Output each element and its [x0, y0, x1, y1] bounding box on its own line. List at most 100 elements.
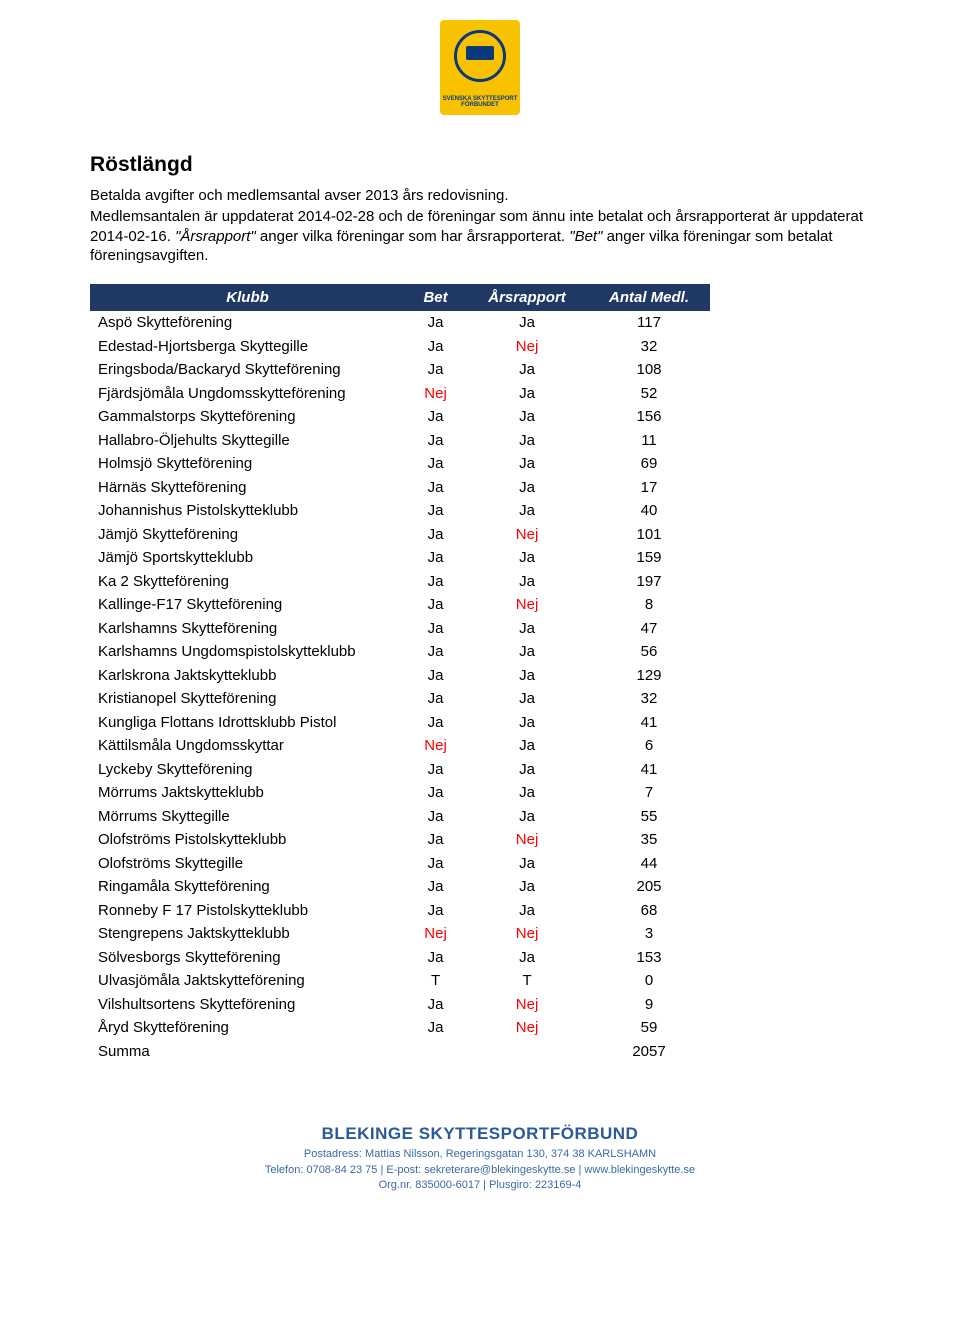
cell-bet: Ja — [405, 617, 466, 641]
cell-arsrapport: Ja — [466, 476, 588, 500]
cell-arsrapport: T — [466, 969, 588, 993]
footer-line: Postadress: Mattias Nilsson, Regeringsga… — [90, 1147, 870, 1161]
intro-block: Betalda avgifter och medlemsantal avser … — [90, 186, 870, 266]
table-row: Jämjö SportskytteklubbJaJa159 — [90, 546, 710, 570]
cell-bet: Ja — [405, 993, 466, 1017]
cell-arsrapport: Ja — [466, 452, 588, 476]
cell-bet: Ja — [405, 311, 466, 335]
page-title: Röstlängd — [90, 151, 870, 178]
cell-arsrapport: Nej — [466, 1016, 588, 1040]
table-row: Kungliga Flottans Idrottsklubb PistolJaJ… — [90, 711, 710, 735]
cell-antal: 35 — [588, 828, 710, 852]
cell-klubb: Olofströms Skyttegille — [90, 852, 405, 876]
cell-klubb: Ringamåla Skytteförening — [90, 875, 405, 899]
cell-klubb: Karlshamns Ungdomspistolskytteklubb — [90, 640, 405, 664]
cell-bet: Nej — [405, 734, 466, 758]
table-row: Ulvasjömåla JaktskytteföreningTT0 — [90, 969, 710, 993]
sum-label: Summa — [90, 1040, 405, 1064]
table-row: Holmsjö SkytteföreningJaJa69 — [90, 452, 710, 476]
cell-bet: Ja — [405, 570, 466, 594]
table-row: Mörrums JaktskytteklubbJaJa7 — [90, 781, 710, 805]
cell-bet: Ja — [405, 875, 466, 899]
cell-antal: 205 — [588, 875, 710, 899]
table-row: Vilshultsortens SkytteföreningJaNej9 — [90, 993, 710, 1017]
cell-antal: 47 — [588, 617, 710, 641]
cell-antal: 44 — [588, 852, 710, 876]
table-sum-row: Summa2057 — [90, 1040, 710, 1064]
cell-bet: Ja — [405, 758, 466, 782]
table-row: Kättilsmåla UngdomsskyttarNejJa6 — [90, 734, 710, 758]
cell-klubb: Karlskrona Jaktskytteklubb — [90, 664, 405, 688]
table-row: Karlshamns SkytteföreningJaJa47 — [90, 617, 710, 641]
cell-antal: 17 — [588, 476, 710, 500]
cell-klubb: Vilshultsortens Skytteförening — [90, 993, 405, 1017]
cell-klubb: Kungliga Flottans Idrottsklubb Pistol — [90, 711, 405, 735]
cell-klubb: Kättilsmåla Ungdomsskyttar — [90, 734, 405, 758]
cell-klubb: Fjärdsjömåla Ungdomsskytteförening — [90, 382, 405, 406]
cell-klubb: Åryd Skytteförening — [90, 1016, 405, 1040]
table-row: Lyckeby SkytteföreningJaJa41 — [90, 758, 710, 782]
cell-klubb: Hallabro-Öljehults Skyttegille — [90, 429, 405, 453]
cell-bet: Ja — [405, 476, 466, 500]
cell-arsrapport: Ja — [466, 711, 588, 735]
cell-antal: 7 — [588, 781, 710, 805]
cell-arsrapport: Ja — [466, 546, 588, 570]
table-row: Stengrepens JaktskytteklubbNejNej3 — [90, 922, 710, 946]
page-footer: BLEKINGE SKYTTESPORTFÖRBUND Postadress: … — [90, 1123, 870, 1192]
table-row: Härnäs SkytteföreningJaJa17 — [90, 476, 710, 500]
cell-antal: 153 — [588, 946, 710, 970]
cell-klubb: Lyckeby Skytteförening — [90, 758, 405, 782]
cell-bet: Ja — [405, 687, 466, 711]
cell-arsrapport: Nej — [466, 828, 588, 852]
cell-bet: Ja — [405, 335, 466, 359]
cell-arsrapport: Ja — [466, 664, 588, 688]
sum-empty — [405, 1040, 466, 1064]
cell-antal: 11 — [588, 429, 710, 453]
logo-badge: SVENSKA SKYTTESPORT FÖRBUNDET — [440, 20, 520, 115]
footer-brand: BLEKINGE SKYTTESPORTFÖRBUND — [90, 1123, 870, 1145]
cell-klubb: Eringsboda/Backaryd Skytteförening — [90, 358, 405, 382]
col-arsrapport: Årsrapport — [466, 284, 588, 312]
cell-antal: 108 — [588, 358, 710, 382]
cell-arsrapport: Ja — [466, 781, 588, 805]
cell-antal: 197 — [588, 570, 710, 594]
cell-antal: 52 — [588, 382, 710, 406]
table-row: Åryd SkytteföreningJaNej59 — [90, 1016, 710, 1040]
cell-antal: 3 — [588, 922, 710, 946]
cell-bet: Ja — [405, 499, 466, 523]
table-row: Kristianopel SkytteföreningJaJa32 — [90, 687, 710, 711]
table-row: Hallabro-Öljehults SkyttegilleJaJa11 — [90, 429, 710, 453]
cell-arsrapport: Ja — [466, 429, 588, 453]
footer-line: Org.nr. 835000-6017 | Plusgiro: 223169-4 — [90, 1178, 870, 1192]
logo-text: SVENSKA SKYTTESPORT FÖRBUNDET — [440, 96, 520, 109]
cell-antal: 32 — [588, 335, 710, 359]
cell-bet: Nej — [405, 922, 466, 946]
cell-antal: 69 — [588, 452, 710, 476]
cell-bet: T — [405, 969, 466, 993]
table-row: Olofströms SkyttegilleJaJa44 — [90, 852, 710, 876]
cell-antal: 55 — [588, 805, 710, 829]
cell-bet: Ja — [405, 828, 466, 852]
table-row: Ronneby F 17 PistolskytteklubbJaJa68 — [90, 899, 710, 923]
col-antal: Antal Medl. — [588, 284, 710, 312]
cell-arsrapport: Ja — [466, 899, 588, 923]
table-row: Karlskrona JaktskytteklubbJaJa129 — [90, 664, 710, 688]
cell-bet: Ja — [405, 946, 466, 970]
cell-arsrapport: Ja — [466, 946, 588, 970]
cell-klubb: Sölvesborgs Skytteförening — [90, 946, 405, 970]
col-klubb: Klubb — [90, 284, 405, 312]
cell-bet: Ja — [405, 640, 466, 664]
cell-arsrapport: Ja — [466, 382, 588, 406]
cell-bet: Ja — [405, 852, 466, 876]
cell-bet: Ja — [405, 593, 466, 617]
sum-empty — [466, 1040, 588, 1064]
header-logo: SVENSKA SKYTTESPORT FÖRBUNDET — [90, 20, 870, 121]
cell-arsrapport: Nej — [466, 922, 588, 946]
cell-klubb: Ka 2 Skytteförening — [90, 570, 405, 594]
cell-klubb: Mörrums Skyttegille — [90, 805, 405, 829]
cell-arsrapport: Ja — [466, 758, 588, 782]
cell-arsrapport: Ja — [466, 499, 588, 523]
cell-arsrapport: Ja — [466, 617, 588, 641]
cell-arsrapport: Ja — [466, 405, 588, 429]
cell-antal: 0 — [588, 969, 710, 993]
